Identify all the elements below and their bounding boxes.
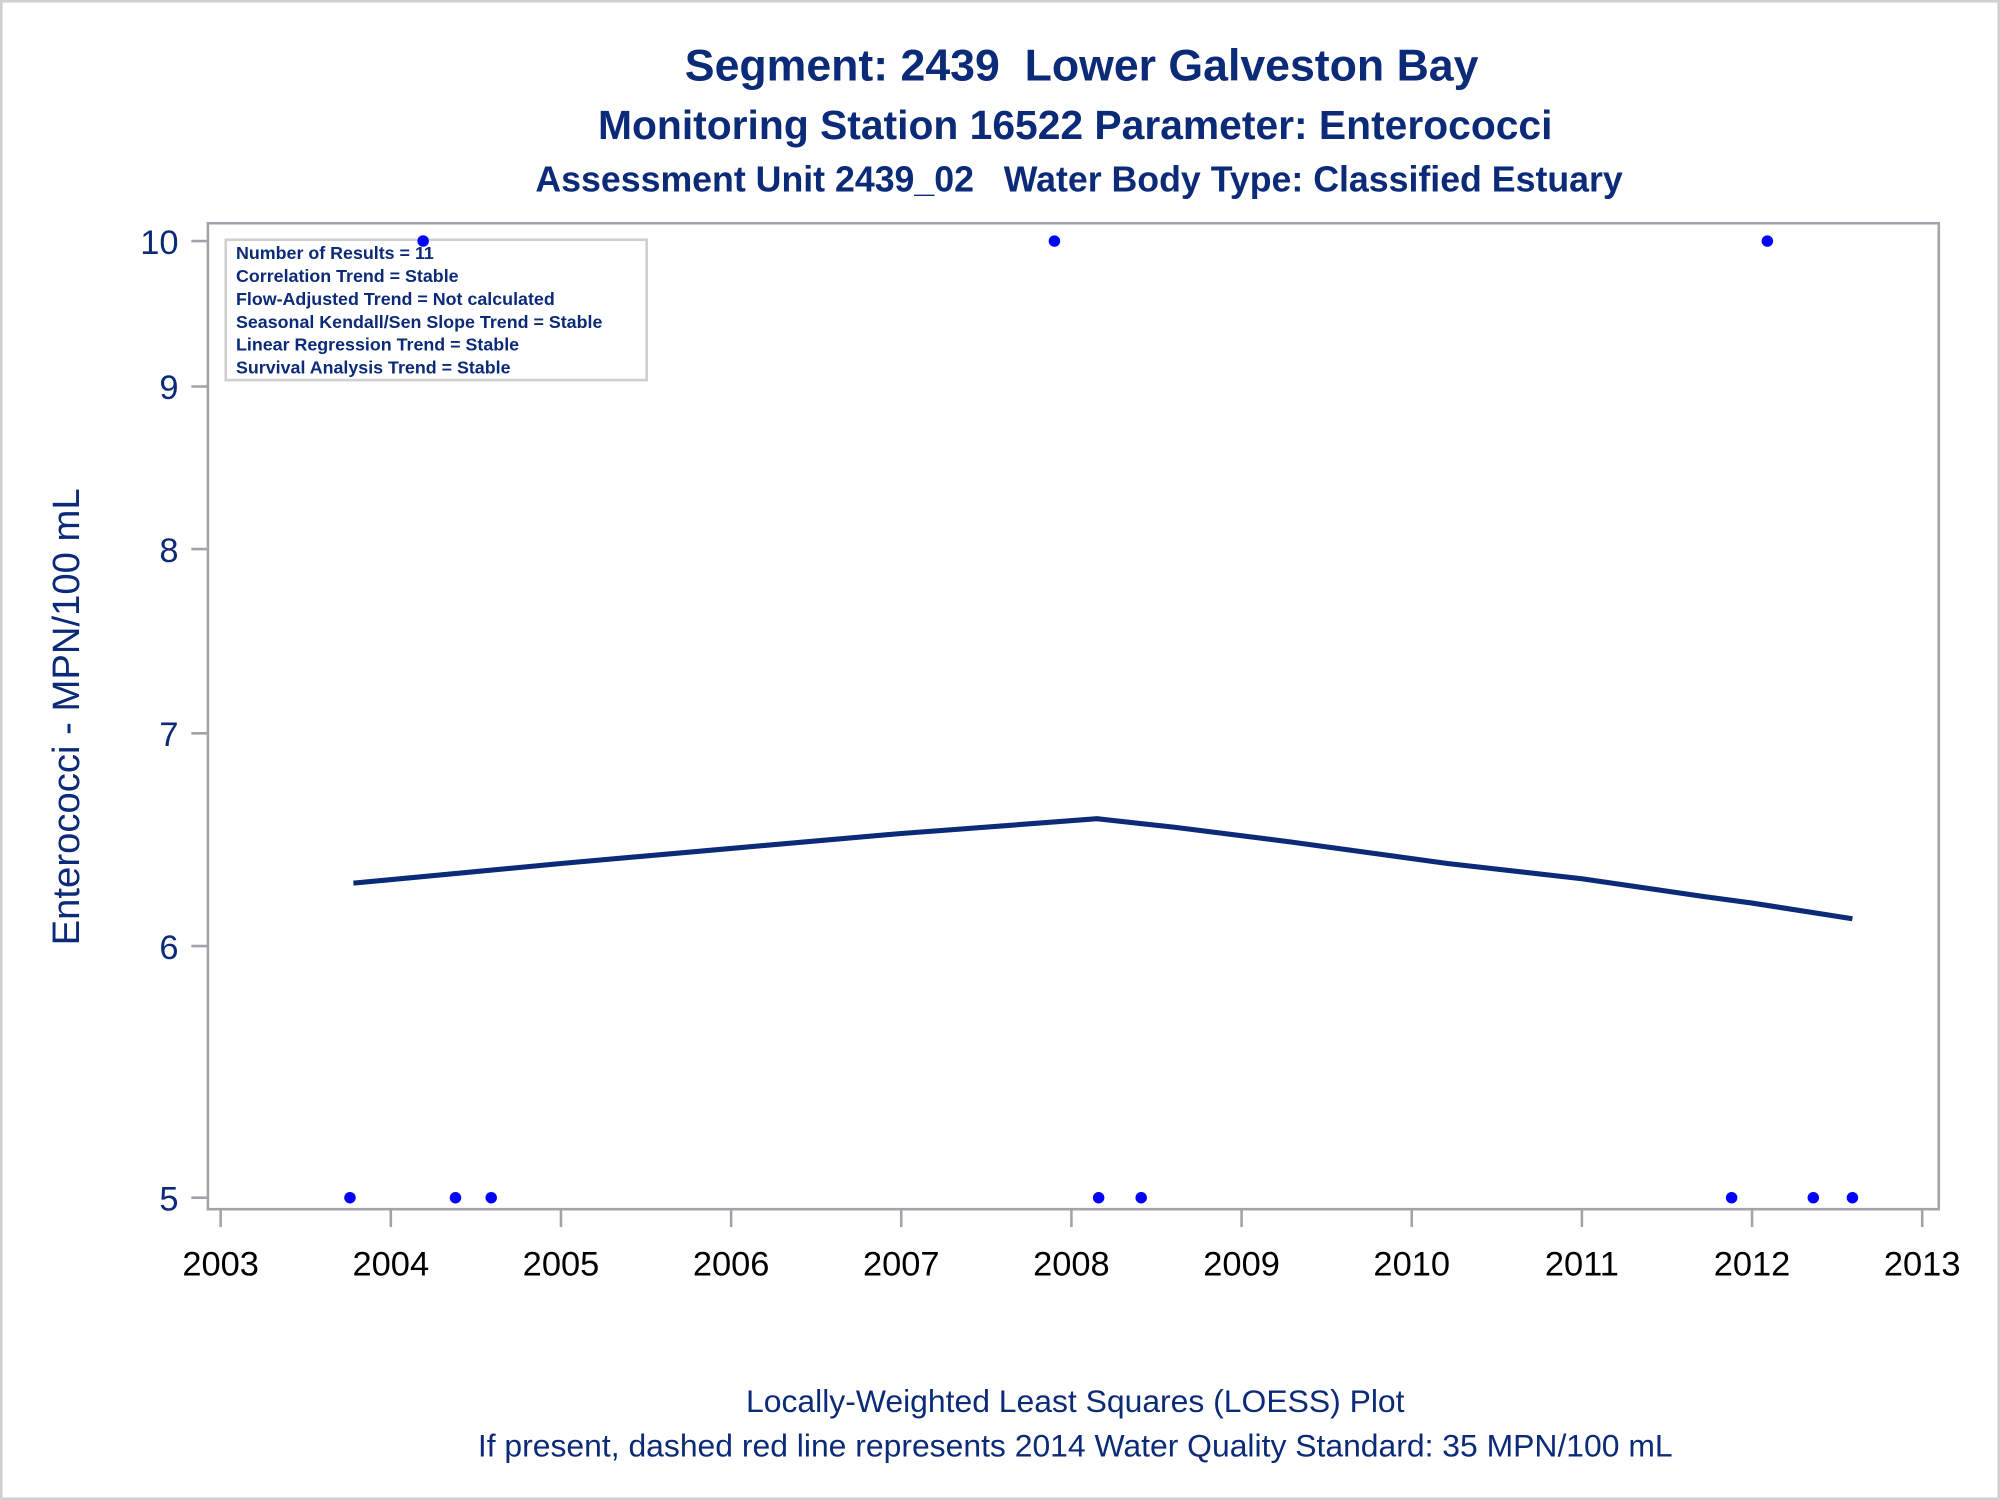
stats-box-frame [224, 238, 648, 382]
data-point [485, 1191, 497, 1204]
footnote-standard: If present, dashed red line represents 2… [478, 1428, 1673, 1464]
y-tick-label: 7 [159, 716, 178, 754]
stats-line: Survival Analysis Trend = Stable [236, 358, 511, 378]
data-point [344, 1191, 356, 1204]
y-tick-label: 8 [159, 532, 178, 570]
data-point [1092, 1191, 1105, 1204]
x-tick-label: 2011 [1545, 1246, 1619, 1284]
x-tick-label: 2003 [182, 1246, 259, 1284]
stats-box: Number of Results = 11 Correlation Trend … [224, 238, 648, 382]
stats-line: Linear Regression Trend = Stable [236, 335, 519, 355]
x-tick-label: 2010 [1373, 1246, 1450, 1284]
x-tick-label: 2012 [1714, 1246, 1791, 1284]
stats-line: Number of Results = 11 [236, 243, 434, 263]
plot-area [206, 221, 1941, 1211]
x-tick-label: 2005 [523, 1246, 600, 1284]
x-tick-label: 2006 [693, 1246, 770, 1284]
footnote-loess: Locally-Weighted Least Squares (LOESS) P… [746, 1383, 1405, 1419]
y-tick-label: 6 [159, 929, 178, 967]
y-tick-label: 9 [159, 369, 178, 407]
x-tick-label: 2009 [1203, 1246, 1280, 1284]
chart-title: Segment: 2439 Lower Galveston Bay [685, 41, 1479, 90]
data-point [1807, 1191, 1820, 1204]
y-axis: 5 6 7 8 9 10 [140, 224, 208, 1218]
x-tick-label: 2004 [353, 1246, 430, 1284]
loess-line [353, 816, 1853, 922]
y-axis-label: Enterococci - MPN/100 mL [45, 488, 88, 945]
data-point-overlay [417, 235, 429, 247]
y-tick-label: 5 [159, 1180, 178, 1218]
x-tick-label: 2008 [1033, 1246, 1110, 1284]
data-point [1725, 1191, 1738, 1204]
data-point [1846, 1191, 1859, 1204]
x-tick-label: 2007 [863, 1246, 940, 1284]
data-point [1761, 235, 1774, 247]
stats-line: Correlation Trend = Stable [236, 266, 459, 286]
data-point [449, 1191, 462, 1204]
y-tick-label: 10 [140, 224, 178, 262]
x-tick-label: 2013 [1884, 1246, 1961, 1284]
data-point [1048, 235, 1061, 247]
chart-subtitle-1: Monitoring Station 16522 Parameter: Ente… [598, 102, 1552, 148]
chart-subtitle-2: Assessment Unit 2439_02 Water Body Type:… [535, 159, 1623, 199]
x-axis: 2003 2004 2005 2006 2007 2008 2009 2010 2011 2012… [182, 1209, 1961, 1284]
stats-line: Seasonal Kendall/Sen Slope Trend = Stabl… [236, 312, 602, 332]
chart-marks [344, 235, 1859, 1204]
data-point [1135, 1191, 1147, 1204]
stats-line: Flow-Adjusted Trend = Not calculated [236, 289, 555, 309]
